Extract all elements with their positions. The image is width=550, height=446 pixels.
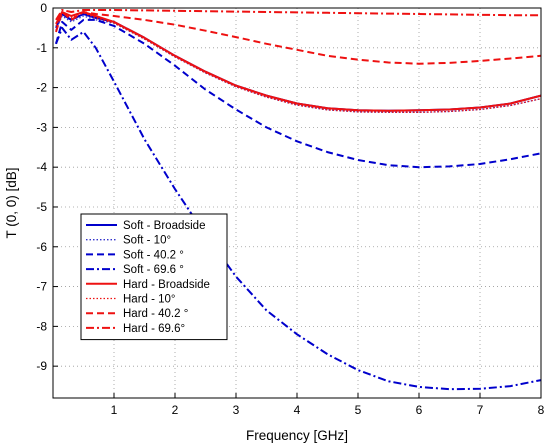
x-tick-label: 4 xyxy=(294,403,301,417)
x-tick-label: 1 xyxy=(111,403,118,417)
legend-label: Soft - 69.6 ° xyxy=(123,264,184,276)
legend-label: Soft - 40.2 ° xyxy=(123,249,184,261)
legend-label: Hard - 40.2 ° xyxy=(123,308,188,320)
x-tick-label: 8 xyxy=(538,403,545,417)
series-line xyxy=(55,26,542,391)
x-tick-label: 2 xyxy=(172,403,179,417)
y-tick-label: -3 xyxy=(36,120,47,134)
x-tick-label: 6 xyxy=(416,403,423,417)
series-group xyxy=(55,9,542,391)
y-tick-label: -4 xyxy=(36,160,47,174)
y-tick-label: -6 xyxy=(36,240,47,254)
series-line xyxy=(55,9,541,21)
x-tick-label: 5 xyxy=(355,403,362,417)
y-tick-label: -8 xyxy=(36,319,47,333)
x-axis-label: Frequency [GHz] xyxy=(246,428,348,443)
series-line xyxy=(55,11,542,65)
legend-label: Hard - 69.6° xyxy=(123,323,185,335)
legend-label: Hard - Broadside xyxy=(123,279,210,291)
x-tick-label: 3 xyxy=(233,403,240,417)
y-tick-label: -7 xyxy=(36,280,47,294)
y-axis-ticks: 0 -1 -2 -3 -4 -5 -6 -7 -8 -9 xyxy=(36,1,58,373)
series-line xyxy=(55,12,542,113)
y-tick-label: 0 xyxy=(40,1,47,15)
y-tick-label: -9 xyxy=(36,359,47,373)
x-tick-label: 7 xyxy=(477,403,484,417)
legend-box xyxy=(80,213,228,341)
y-tick-label: -1 xyxy=(36,41,47,55)
y-tick-label: -5 xyxy=(36,200,47,214)
y-tick-label: -2 xyxy=(36,81,47,95)
series-line xyxy=(55,18,542,169)
y-axis-label: T (0, 0) [dB] xyxy=(4,167,19,238)
series-line xyxy=(55,11,542,112)
legend: Soft - Broadside Soft - 10° Soft - 40.2 ° S… xyxy=(80,213,228,341)
legend-label: Hard - 10° xyxy=(123,294,176,306)
legend-label: Soft - Broadside xyxy=(123,220,205,232)
x-axis-ticks: 1 2 3 4 5 6 7 8 xyxy=(111,393,545,417)
legend-label: Soft - 10° xyxy=(123,235,171,247)
